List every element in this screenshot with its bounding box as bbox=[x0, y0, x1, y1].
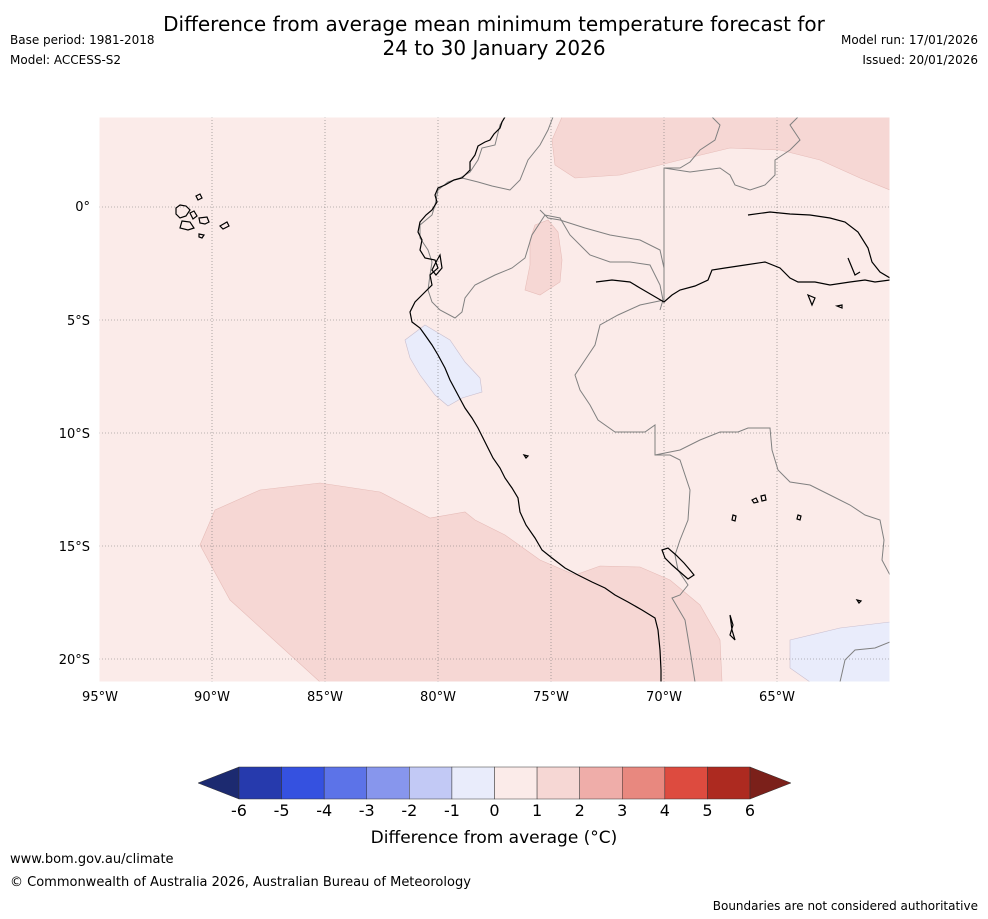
warm-anomaly-south-pacific bbox=[199, 482, 723, 682]
model-name: Model: ACCESS-S2 bbox=[10, 53, 122, 67]
colorbar-cell bbox=[707, 766, 751, 800]
colorbar-tick-label: 4 bbox=[660, 801, 670, 820]
lat-label: 15°S bbox=[59, 540, 90, 555]
colorbar-tick-label: 2 bbox=[575, 801, 585, 820]
colorbar-cell bbox=[494, 766, 538, 800]
colorbar-extend-high bbox=[749, 766, 792, 800]
latitude-labels: 0° 5°S 10°S 15°S 20°S bbox=[59, 200, 90, 668]
lon-label: 90°W bbox=[194, 690, 230, 705]
lon-label: 75°W bbox=[533, 690, 569, 705]
warm-anomaly-inland bbox=[524, 219, 563, 296]
colorbar-cell bbox=[238, 766, 282, 800]
colorbar-cells bbox=[238, 766, 751, 800]
colorbar-tick-label: -1 bbox=[444, 801, 460, 820]
colorbar-cell bbox=[622, 766, 666, 800]
lat-label: 20°S bbox=[59, 653, 90, 668]
colorbar: -6 -5 -4 -3 -2 -1 0 1 2 3 4 5 6 bbox=[197, 766, 792, 820]
cool-anomaly-bolivia bbox=[789, 621, 890, 682]
issued-date: Issued: 20/01/2026 bbox=[862, 53, 978, 67]
lon-label: 65°W bbox=[759, 690, 795, 705]
colorbar-cell bbox=[366, 766, 410, 800]
colorbar-tick-label: -5 bbox=[274, 801, 290, 820]
lon-label: 85°W bbox=[307, 690, 343, 705]
colorbar-ticks: -6 -5 -4 -3 -2 -1 0 1 2 3 4 5 6 bbox=[231, 801, 755, 820]
colorbar-tick-label: -3 bbox=[359, 801, 375, 820]
meta-right: Model run: 17/01/2026 Issued: 20/01/2026 bbox=[841, 33, 978, 73]
colorbar-cell bbox=[536, 766, 580, 800]
lat-label: 5°S bbox=[67, 314, 90, 329]
colorbar-tick-label: 3 bbox=[617, 801, 627, 820]
colorbar-cell bbox=[664, 766, 708, 800]
colorbar-tick-label: -2 bbox=[401, 801, 417, 820]
colorbar-tick-label: 1 bbox=[532, 801, 542, 820]
lon-label: 80°W bbox=[420, 690, 456, 705]
lon-label: 70°W bbox=[646, 690, 682, 705]
coastlines bbox=[175, 117, 890, 682]
title-line-2: 24 to 30 January 2026 bbox=[382, 36, 606, 60]
colorbar-cell bbox=[579, 766, 623, 800]
colorbar-extend-low bbox=[197, 766, 240, 800]
colorbar-tick-label: -4 bbox=[316, 801, 332, 820]
chart-title: Difference from average mean minimum tem… bbox=[0, 12, 988, 60]
lat-label: 0° bbox=[75, 200, 90, 215]
colorbar-tick-label: 5 bbox=[702, 801, 712, 820]
colorbar-cell bbox=[409, 766, 453, 800]
colorbar-tick-label: -6 bbox=[231, 801, 247, 820]
base-period: Base period: 1981-2018 bbox=[10, 33, 155, 47]
warm-anomaly-north bbox=[551, 117, 890, 191]
model-run: Model run: 17/01/2026 bbox=[840, 33, 978, 47]
graticule bbox=[99, 117, 890, 682]
colorbar-tick-label: 0 bbox=[489, 801, 499, 820]
colorbar-cell bbox=[323, 766, 367, 800]
lon-label: 95°W bbox=[82, 690, 118, 705]
footer-url: www.bom.gov.au/climate bbox=[10, 852, 174, 867]
title-line-1: Difference from average mean minimum tem… bbox=[163, 12, 825, 36]
colorbar-tick-label: 6 bbox=[745, 801, 755, 820]
colorbar-cell bbox=[451, 766, 495, 800]
colorbar-cell bbox=[281, 766, 325, 800]
meta-left: Base period: 1981-2018 Model: ACCESS-S2 bbox=[10, 33, 155, 73]
footer-copyright: © Commonwealth of Australia 2026, Austra… bbox=[10, 875, 471, 890]
longitude-labels: 95°W 90°W 85°W 80°W 75°W 70°W 65°W bbox=[82, 690, 795, 705]
colorbar-label: Difference from average (°C) bbox=[370, 828, 618, 848]
lat-label: 10°S bbox=[59, 427, 90, 442]
footer-disclaimer: Boundaries are not considered authoritat… bbox=[712, 899, 978, 913]
